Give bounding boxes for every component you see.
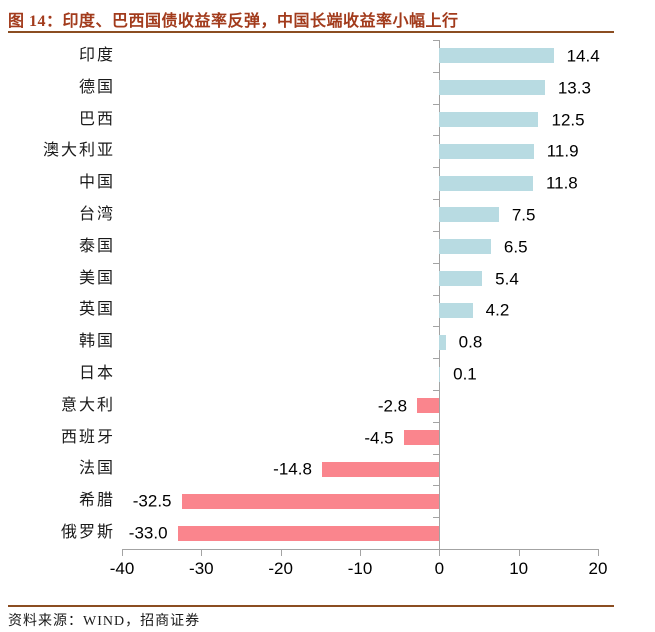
y-axis-tick bbox=[433, 167, 440, 169]
category-label: 英国 bbox=[78, 301, 115, 319]
bar-positive bbox=[439, 366, 441, 382]
category-label: 巴西 bbox=[78, 110, 115, 128]
category-label: 希腊 bbox=[78, 492, 115, 510]
x-tick-label: 20 bbox=[588, 559, 608, 578]
bar-negative bbox=[403, 430, 440, 446]
bar-positive bbox=[439, 239, 491, 255]
y-axis-line bbox=[439, 40, 441, 549]
bar-value-label: -32.5 bbox=[132, 491, 172, 511]
category-label: 日本 bbox=[78, 365, 115, 383]
bar-value-label: 7.5 bbox=[511, 205, 536, 225]
category-label: 意大利 bbox=[60, 396, 115, 414]
bar-positive bbox=[439, 80, 545, 96]
bar-positive bbox=[439, 48, 554, 64]
category-label: 美国 bbox=[78, 269, 115, 287]
footer-divider bbox=[8, 605, 614, 607]
bar-value-label: -14.8 bbox=[273, 459, 312, 479]
bar-value-label: 11.8 bbox=[545, 173, 578, 193]
y-axis-tick bbox=[433, 517, 440, 519]
x-axis-tick bbox=[518, 549, 520, 556]
y-axis-tick bbox=[433, 103, 440, 105]
x-axis-tick bbox=[122, 549, 123, 556]
y-axis-tick bbox=[433, 199, 440, 201]
category-label: 德国 bbox=[78, 78, 115, 96]
bar-value-label: 11.9 bbox=[546, 141, 579, 161]
x-tick-label: -10 bbox=[347, 559, 373, 578]
bar-positive bbox=[439, 334, 446, 350]
figure-title: 图 14：印度、巴西国债收益率反弹，中国长端收益率小幅上行 bbox=[8, 13, 459, 30]
bar-value-label: 12.5 bbox=[551, 110, 585, 130]
y-axis-tick bbox=[433, 262, 440, 264]
y-axis-tick bbox=[433, 549, 440, 550]
y-axis-tick bbox=[433, 71, 440, 73]
category-label: 泰国 bbox=[78, 237, 115, 255]
bar-value-label: 14.4 bbox=[566, 46, 600, 66]
category-label: 中国 bbox=[78, 174, 115, 192]
category-label: 韩国 bbox=[78, 333, 115, 351]
y-axis-tick bbox=[433, 135, 440, 137]
y-axis-tick bbox=[433, 389, 440, 391]
bar-value-label: 6.5 bbox=[503, 237, 528, 257]
x-tick-label: 10 bbox=[509, 559, 529, 578]
y-axis-tick bbox=[433, 358, 440, 360]
bar-value-label: -4.5 bbox=[364, 428, 394, 448]
bar-positive bbox=[439, 302, 473, 318]
y-axis-tick bbox=[433, 294, 440, 296]
category-label: 澳大利亚 bbox=[42, 142, 115, 160]
bar-positive bbox=[439, 175, 533, 191]
x-axis-tick bbox=[280, 549, 282, 556]
y-axis-tick bbox=[433, 485, 440, 487]
y-axis-tick bbox=[433, 40, 440, 41]
bar-value-label: 0.1 bbox=[453, 364, 477, 384]
bar-negative bbox=[181, 493, 440, 509]
category-label: 印度 bbox=[78, 46, 115, 64]
bar-negative bbox=[417, 398, 440, 414]
bar-value-label: 13.3 bbox=[557, 78, 591, 98]
y-axis-tick bbox=[433, 421, 440, 423]
bar-negative bbox=[177, 525, 440, 541]
title-divider bbox=[8, 31, 614, 33]
bar-positive bbox=[439, 143, 534, 159]
bar-positive bbox=[439, 271, 483, 287]
bar-positive bbox=[439, 207, 499, 223]
bar-value-label: -2.8 bbox=[377, 396, 408, 416]
bar-value-label: -33.0 bbox=[128, 523, 168, 543]
source-note: 资料来源：WIND，招商证券 bbox=[8, 614, 201, 629]
y-axis-tick bbox=[433, 326, 440, 328]
x-tick-label: -30 bbox=[189, 559, 214, 578]
x-axis-tick bbox=[598, 549, 599, 556]
x-tick-label: 0 bbox=[434, 559, 445, 578]
x-axis-tick bbox=[201, 549, 203, 556]
bar-negative bbox=[321, 461, 440, 477]
y-axis-tick bbox=[433, 453, 440, 455]
bar-value-label: 0.8 bbox=[458, 332, 483, 352]
category-label: 俄罗斯 bbox=[60, 524, 115, 542]
category-label: 台湾 bbox=[78, 205, 115, 223]
category-label: 西班牙 bbox=[60, 428, 115, 446]
bar-positive bbox=[439, 112, 539, 128]
y-axis-tick bbox=[433, 230, 440, 232]
x-axis-tick bbox=[360, 549, 361, 556]
x-axis-tick bbox=[439, 549, 441, 556]
bar-value-label: 4.2 bbox=[485, 300, 510, 320]
category-label: 法国 bbox=[78, 460, 115, 478]
bar-value-label: 5.4 bbox=[495, 269, 519, 289]
x-tick-label: -20 bbox=[268, 559, 293, 578]
x-tick-label: -40 bbox=[109, 559, 135, 578]
